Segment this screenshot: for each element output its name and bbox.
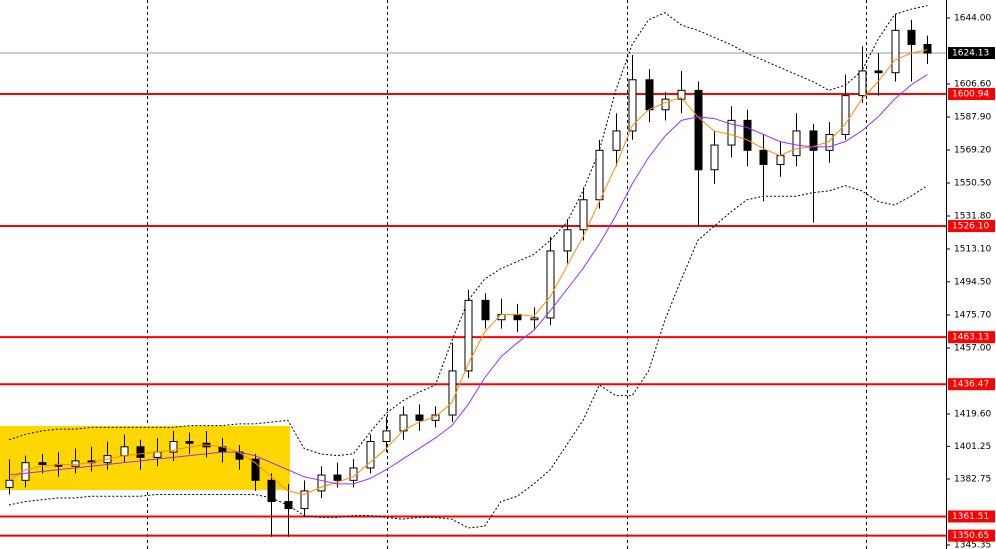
candle-body [710, 144, 719, 171]
candle-body [628, 79, 637, 132]
candle-body [366, 441, 375, 469]
candle-body [563, 229, 572, 252]
candle-body [727, 119, 736, 146]
candle-body [645, 79, 654, 111]
candle-body [858, 70, 867, 97]
y-tick-label: 1494.50 [954, 277, 991, 287]
y-tick-label: 1550.50 [954, 178, 991, 188]
y-tick-label: 1606.60 [954, 79, 991, 89]
candle-body [185, 441, 194, 444]
last-price-box [948, 47, 995, 60]
candle-body [874, 70, 883, 74]
level-label-box [948, 87, 995, 100]
candle-body [120, 446, 129, 457]
candle-body [579, 199, 588, 231]
y-tick-label: 1382.75 [954, 474, 991, 484]
y-tick-label: 1587.90 [954, 112, 991, 122]
y-tick-label: 1345.35 [954, 540, 991, 549]
level-label: 1350.65 [952, 531, 989, 541]
level-label-box [948, 510, 995, 523]
y-tick-label: 1419.60 [954, 409, 991, 419]
candle-body [743, 119, 752, 151]
band-upper [8, 5, 928, 457]
moving-average [8, 49, 928, 495]
candle-body [251, 458, 260, 481]
candle-body [136, 446, 145, 458]
candle-body [923, 43, 932, 54]
candle-body [267, 479, 276, 502]
candle-body [169, 441, 178, 453]
candle-body [759, 149, 768, 165]
candle-body [612, 130, 621, 151]
last-price-label: 1624.13 [952, 49, 989, 59]
candle-body [677, 89, 686, 100]
y-tick-label: 1475.70 [954, 310, 991, 320]
candle-body [891, 29, 900, 74]
candle-body [809, 130, 818, 151]
candle-body [317, 474, 326, 492]
level-label-box [948, 529, 995, 542]
candle-body [448, 370, 457, 416]
moving-average [8, 74, 928, 485]
y-tick-label: 1457.00 [954, 343, 991, 353]
candle-body [841, 95, 850, 135]
candle-body [661, 98, 670, 111]
y-tick-label: 1644.00 [954, 13, 991, 23]
candle-body [71, 460, 80, 467]
y-tick-label: 1401.25 [954, 442, 991, 452]
level-label-box [948, 331, 995, 344]
candle-body [595, 149, 604, 201]
candle-body [907, 29, 916, 45]
level-label: 1463.13 [952, 333, 989, 343]
candle-body [513, 313, 522, 321]
candle-body [333, 474, 342, 481]
candle-body [530, 317, 539, 321]
candle-body [694, 89, 703, 171]
candle-body [415, 414, 424, 421]
candle-body [5, 479, 14, 488]
y-tick-label: 1531.80 [954, 211, 991, 221]
candle-body [300, 490, 309, 510]
candle-body [399, 414, 408, 432]
level-label: 1526.10 [952, 222, 989, 232]
level-label: 1361.51 [952, 512, 989, 522]
candle-body [546, 250, 555, 319]
level-label-box [948, 378, 995, 391]
y-tick-label: 1513.10 [954, 244, 991, 254]
level-label-box [948, 220, 995, 233]
highlight-zone [0, 425, 290, 491]
candle-body [382, 430, 391, 443]
candle-body [776, 155, 785, 165]
y-tick-label: 1569.20 [954, 145, 991, 155]
level-label: 1436.47 [952, 380, 989, 390]
candle-body [153, 451, 162, 458]
level-label: 1600.94 [952, 89, 989, 99]
candle-body [792, 130, 801, 157]
band-lower [8, 185, 928, 529]
candle-body [481, 299, 490, 321]
candle-body [284, 500, 293, 510]
candle-body [38, 462, 47, 465]
candle-body [464, 299, 473, 372]
